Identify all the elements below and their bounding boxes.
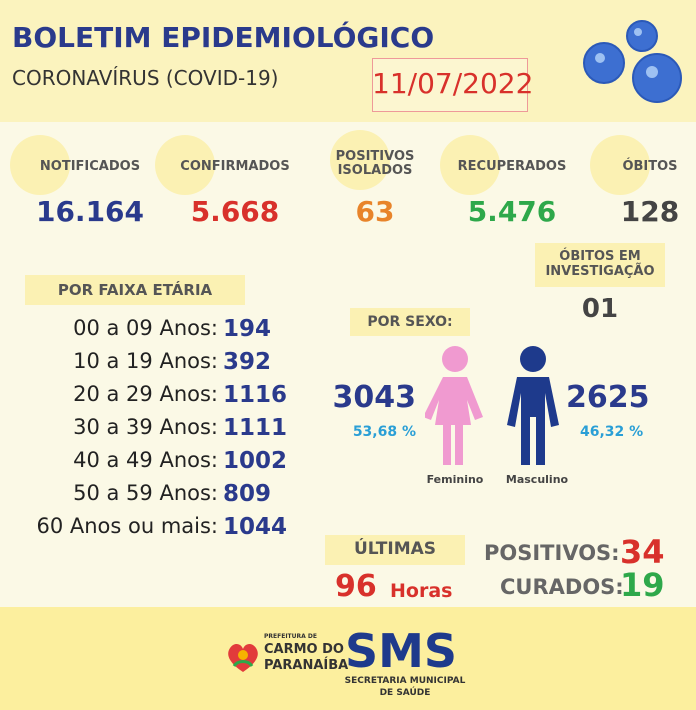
age-label: 60 Anos ou mais:: [36, 514, 218, 538]
sec-1: SECRETARIA MUNICIPAL: [344, 676, 466, 686]
age-label: 10 a 19 Anos:: [73, 349, 218, 373]
stat-value: 5.476: [467, 195, 557, 228]
age-label: 20 a 29 Anos:: [73, 382, 218, 406]
stat-value: 16.164: [35, 195, 145, 228]
positivos-label: POSITIVOS:: [484, 541, 620, 565]
hours-unit: Horas: [390, 580, 453, 602]
age-label: 40 a 49 Anos:: [73, 448, 218, 472]
stat-label: ÓBITOS: [622, 159, 678, 174]
age-value: 1002: [223, 448, 288, 474]
male-percent: 46,32 %: [580, 424, 644, 440]
male-icon: [507, 346, 559, 465]
highlight: [25, 275, 245, 305]
curados-value: 19: [620, 566, 665, 604]
highlight: [325, 535, 465, 565]
age-label: 00 a 09 Anos:: [73, 316, 218, 340]
logo-heart: [228, 643, 258, 672]
bubble: [155, 135, 215, 195]
stat-value: 63: [355, 195, 395, 228]
header-band: [0, 0, 696, 122]
investigacao-value: 01: [581, 294, 619, 324]
bubble: [10, 135, 70, 195]
male-count: 2625: [566, 380, 650, 415]
date-box: [372, 58, 528, 112]
age-label: 50 a 59 Anos:: [73, 481, 218, 505]
footer-band: [0, 607, 696, 710]
prefeitura: PREFEITURA DE: [264, 633, 317, 640]
female-count: 3043: [332, 380, 417, 415]
age-value: 809: [223, 481, 272, 507]
stat-label: POSITIVOS ISOLADOS: [335, 149, 415, 179]
age-value: 1111: [223, 415, 288, 441]
female-percent: 53,68 %: [352, 424, 416, 440]
date: 11/07/2022: [372, 67, 534, 100]
highlight: [350, 308, 470, 336]
bubble: [440, 135, 500, 195]
curados-label: CURADOS:: [500, 575, 624, 599]
age-value: 1044: [223, 514, 288, 540]
highlight: [535, 243, 665, 287]
age-label: 30 a 39 Anos:: [73, 415, 218, 439]
sms: SMS: [345, 624, 458, 678]
bubble: [330, 130, 390, 190]
city-2: PARANAÍBA: [264, 658, 349, 673]
positivos-value: 34: [620, 533, 665, 571]
hours: 96: [335, 569, 377, 604]
ultimas-title: ÚLTIMAS: [353, 539, 437, 559]
sec-2: DE SAÚDE: [379, 688, 431, 698]
female-label: Feminino: [426, 473, 484, 486]
age-value: 1116: [223, 382, 288, 408]
sexo-title: POR SEXO:: [367, 314, 453, 330]
age-value: 194: [223, 316, 272, 342]
stat-value: 5.668: [190, 195, 280, 228]
stat-label: RECUPERADOS: [457, 159, 567, 174]
age-value: 392: [223, 349, 272, 375]
investigacao-label: ÓBITOS EM INVESTIGAÇÃO: [545, 249, 655, 279]
stat-label: NOTIFICADOS: [39, 159, 141, 174]
subtitle: CORONAVÍRUS (COVID-19): [12, 66, 279, 90]
female-icon: [425, 346, 483, 465]
bubble: [590, 135, 650, 195]
faixa-title: POR FAIXA ETÁRIA: [57, 281, 213, 299]
city-1: CARMO DO: [264, 642, 344, 657]
title: BOLETIM EPIDEMIOLÓGICO: [12, 21, 435, 54]
stat-value: 128: [620, 195, 680, 228]
stat-label: CONFIRMADOS: [180, 159, 290, 174]
virus-icon: [583, 20, 682, 103]
male-label: Masculino: [505, 473, 569, 486]
